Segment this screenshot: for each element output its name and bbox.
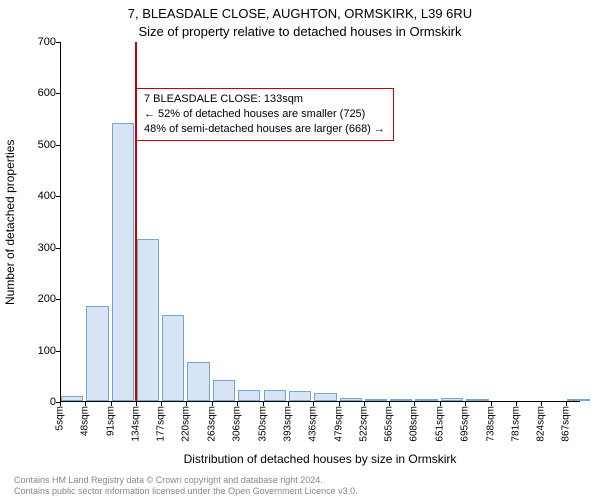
info-box: 7 BLEASDALE CLOSE: 133sqm ← 52% of detac…	[135, 88, 394, 141]
x-tick-mark	[263, 402, 264, 406]
histogram-bar	[415, 399, 437, 401]
y-tick-mark	[56, 248, 60, 249]
x-tick-mark	[414, 402, 415, 406]
histogram-bar	[390, 399, 412, 401]
histogram-bar	[86, 306, 108, 401]
info-box-line3: 48% of semi-detached houses are larger (…	[144, 122, 385, 137]
info-box-line2: ← 52% of detached houses are smaller (72…	[144, 107, 385, 122]
x-tick-mark	[491, 402, 492, 406]
histogram-bar	[213, 380, 235, 401]
y-tick-label: 600	[38, 87, 56, 99]
histogram-bar	[264, 390, 286, 401]
y-tick-mark	[56, 145, 60, 146]
x-tick-mark	[440, 402, 441, 406]
x-tick-label: 479sqm	[333, 406, 344, 442]
y-tick-label: 100	[38, 345, 56, 357]
x-tick-label: 350sqm	[257, 406, 268, 442]
histogram-bar	[61, 396, 83, 401]
x-tick-mark	[161, 402, 162, 406]
histogram-bar	[441, 398, 463, 401]
x-tick-mark	[389, 402, 390, 406]
histogram-bar	[289, 391, 311, 401]
plot-area: 7 BLEASDALE CLOSE: 133sqm ← 52% of detac…	[60, 42, 580, 402]
histogram-bar	[314, 393, 336, 401]
x-tick-label: 781sqm	[510, 406, 521, 442]
x-tick-mark	[136, 402, 137, 406]
x-tick-label: 738sqm	[485, 406, 496, 442]
x-tick-label: 306sqm	[231, 406, 242, 442]
y-tick-label: 500	[38, 139, 56, 151]
histogram-bar	[567, 399, 589, 401]
x-tick-label: 436sqm	[308, 406, 319, 442]
y-tick-label: 700	[38, 36, 56, 48]
y-tick-label: 400	[38, 190, 56, 202]
y-tick-mark	[56, 351, 60, 352]
chart-title-main: 7, BLEASDALE CLOSE, AUGHTON, ORMSKIRK, L…	[0, 6, 600, 21]
y-tick-mark	[56, 42, 60, 43]
x-tick-label: 91sqm	[105, 406, 116, 436]
property-marker-line	[135, 42, 137, 401]
footer-line1: Contains HM Land Registry data © Crown c…	[14, 475, 358, 487]
x-tick-label: 651sqm	[434, 406, 445, 442]
x-axis-label: Distribution of detached houses by size …	[60, 452, 580, 466]
x-tick-mark	[85, 402, 86, 406]
x-tick-label: 263sqm	[206, 406, 217, 442]
y-tick-mark	[56, 299, 60, 300]
histogram-bar	[238, 390, 260, 401]
x-tick-mark	[111, 402, 112, 406]
chart-container: 7, BLEASDALE CLOSE, AUGHTON, ORMSKIRK, L…	[0, 0, 600, 500]
y-tick-label: 200	[38, 293, 56, 305]
x-tick-mark	[364, 402, 365, 406]
histogram-bar	[137, 239, 159, 401]
x-tick-label: 695sqm	[460, 406, 471, 442]
x-tick-mark	[288, 402, 289, 406]
x-tick-label: 48sqm	[80, 406, 91, 436]
x-tick-mark	[541, 402, 542, 406]
histogram-bar	[466, 399, 488, 401]
x-tick-label: 393sqm	[282, 406, 293, 442]
y-tick-label: 300	[38, 242, 56, 254]
x-tick-label: 867sqm	[561, 406, 572, 442]
x-tick-mark	[212, 402, 213, 406]
x-tick-mark	[465, 402, 466, 406]
histogram-bar	[187, 362, 209, 401]
x-tick-label: 5sqm	[55, 406, 66, 430]
x-tick-mark	[237, 402, 238, 406]
y-axis-label: Number of detached properties	[2, 42, 18, 402]
x-tick-mark	[313, 402, 314, 406]
histogram-bar	[340, 398, 362, 401]
histogram-bar	[162, 315, 184, 401]
x-tick-label: 134sqm	[130, 406, 141, 442]
x-tick-label: 522sqm	[358, 406, 369, 442]
histogram-bar	[112, 123, 134, 401]
x-tick-mark	[186, 402, 187, 406]
x-tick-label: 824sqm	[536, 406, 547, 442]
x-tick-mark	[60, 402, 61, 406]
y-tick-mark	[56, 196, 60, 197]
x-tick-label: 220sqm	[181, 406, 192, 442]
x-tick-label: 608sqm	[409, 406, 420, 442]
info-box-line1: 7 BLEASDALE CLOSE: 133sqm	[144, 92, 385, 107]
y-tick-mark	[56, 93, 60, 94]
x-tick-label: 565sqm	[384, 406, 395, 442]
x-tick-mark	[566, 402, 567, 406]
histogram-bar	[365, 399, 387, 401]
x-tick-mark	[516, 402, 517, 406]
x-tick-mark	[339, 402, 340, 406]
x-tick-label: 177sqm	[156, 406, 167, 442]
chart-title-sub: Size of property relative to detached ho…	[0, 24, 600, 39]
footer-attribution: Contains HM Land Registry data © Crown c…	[14, 475, 358, 498]
footer-line2: Contains public sector information licen…	[14, 486, 358, 498]
